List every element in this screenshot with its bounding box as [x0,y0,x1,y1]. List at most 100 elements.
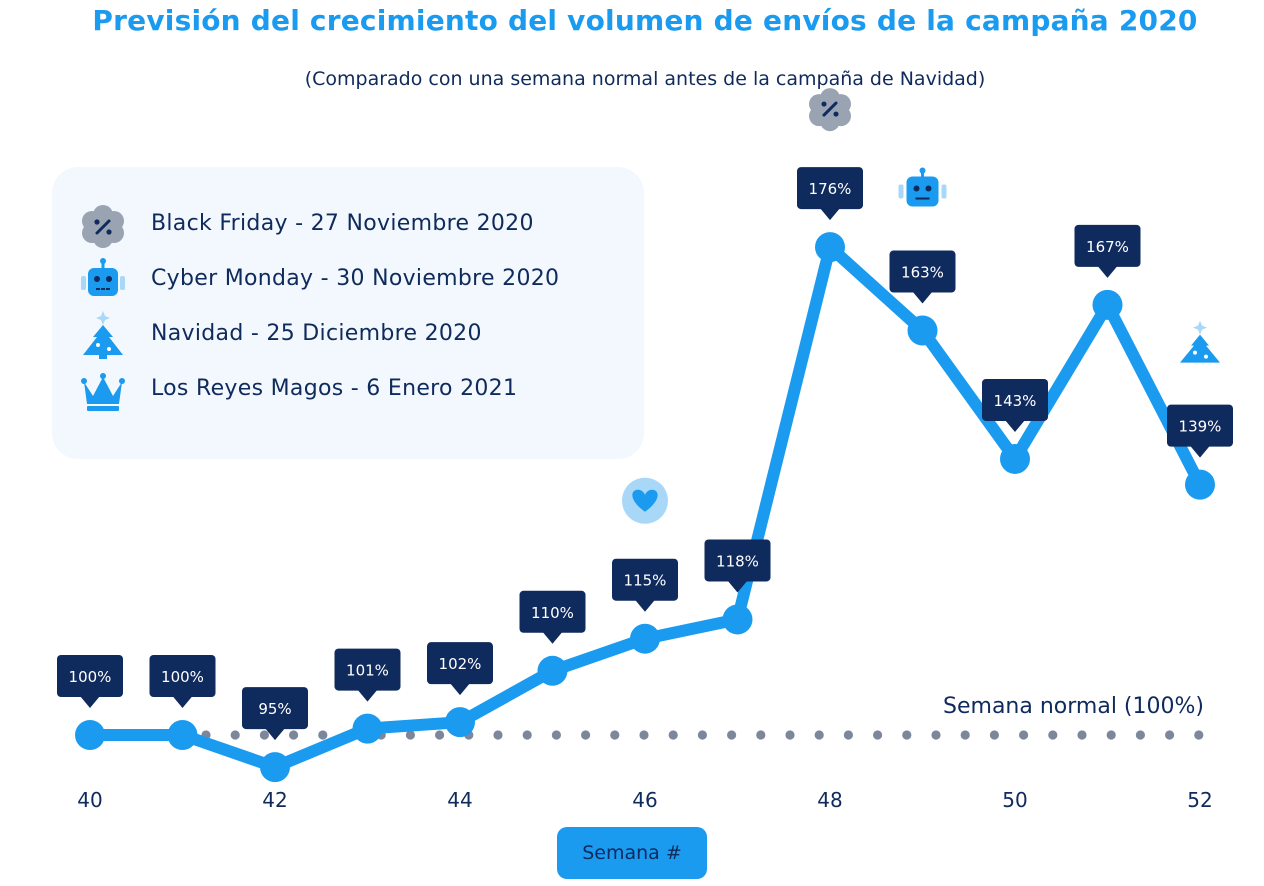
baseline-dot [873,730,883,740]
robot-icon [898,167,947,207]
data-label-pointer [542,631,563,644]
data-label: 101% [334,648,401,702]
data-point [1092,289,1123,320]
data-point [352,713,383,744]
baseline-dot [727,730,737,740]
baseline-dot [697,730,708,740]
data-label-pointer [820,208,840,221]
baseline-dot [814,730,824,740]
baseline-dot [960,730,970,740]
baseline-dot [902,730,912,740]
tree-ornament [1204,354,1208,359]
baseline-dot [522,730,532,740]
baseline-dot [1135,730,1145,740]
data-label-box [149,655,216,697]
data-point [445,707,475,738]
baseline-dot [1019,730,1029,740]
data-label-text: 139% [1179,418,1222,436]
x-tick-label: 44 [447,788,472,812]
data-point [75,720,105,750]
data-label: 102% [427,642,493,696]
data-label-box [889,250,956,293]
robot-eye [925,185,932,192]
data-label-text: 118% [716,552,759,570]
baseline-dot [989,730,1000,740]
baseline-dot [668,730,678,740]
baseline-dot [581,730,591,740]
data-label-box [797,167,863,210]
data-label-box [427,642,493,685]
data-point [907,315,938,346]
data-label: 143% [982,378,1048,432]
data-label: 118% [704,539,771,593]
data-label: 163% [889,250,956,304]
x-tick-label: 48 [817,788,842,812]
christmas-tree-icon [1180,320,1220,363]
data-label-text: 167% [1086,238,1129,256]
data-label-box [1167,404,1233,447]
data-label-text: 100% [161,668,204,686]
baseline-dot [405,730,415,740]
data-label-pointer [357,689,378,702]
robot-antenna-tip [919,167,926,174]
tree-body [1180,334,1220,363]
data-point [260,752,290,783]
robot-ear [941,184,947,199]
badge-slash [822,101,838,117]
data-label: 139% [1167,404,1233,458]
x-tick-label: 42 [262,788,287,812]
baseline-dot [756,730,766,740]
data-label-text: 102% [439,655,482,673]
data-label-box [1074,224,1141,267]
data-label-box [334,648,401,691]
chart-title: Previsión del crecimiento del volumen de… [92,4,1198,37]
crown-icon [81,373,125,411]
data-label-text: 100% [69,668,112,686]
x-tick-label: 52 [1187,788,1212,812]
data-label-box [704,539,771,582]
robot-head [906,176,939,207]
data-label-box [57,655,123,697]
data-label: 100% [57,655,123,708]
data-label-pointer [912,291,933,304]
baseline-label: Semana normal (100%) [943,694,1204,719]
baseline-dot [1165,730,1175,740]
data-point [722,604,753,635]
legend-item-cyber-monday: Cyber Monday - 30 Noviembre 2020 [52,256,644,306]
legend-item-reyes-magos: Los Reyes Magos - 6 Enero 2021 [52,366,644,416]
baseline-dot [259,730,269,740]
baseline-dot [610,730,620,740]
data-point [630,623,660,654]
baseline-dot [1106,730,1116,740]
data-label-text: 110% [531,604,574,622]
data-label-pointer [1190,445,1210,458]
data-label: 115% [612,558,678,612]
tree-ornament [1193,350,1197,355]
data-label-pointer [265,728,285,741]
baseline-dot [1077,730,1087,740]
chart-subtitle: (Comparado con una semana normal antes d… [304,68,986,90]
legend-label: Los Reyes Magos - 6 Enero 2021 [151,376,518,401]
christmas-tree-icon [83,311,123,359]
legend-label: Cyber Monday - 30 Noviembre 2020 [151,266,560,291]
data-label: 110% [519,590,586,644]
data-label-pointer [727,580,748,593]
data-label-box [982,378,1048,421]
x-tick-label: 46 [632,788,657,812]
badge-dot [833,111,839,117]
x-axis-title: Semana # [557,827,707,879]
badge-dot [821,101,827,107]
baseline-dot [639,730,649,740]
data-label-box [612,558,678,601]
robot-eye [913,185,920,192]
data-label-text: 101% [346,662,389,680]
heart-shape [632,489,658,512]
data-label-text: 115% [624,572,667,590]
data-label-box [242,687,308,730]
discount-badge-icon [82,205,124,248]
data-label-text: 95% [258,700,291,718]
baseline-dot [318,730,328,740]
data-label: 176% [797,167,863,221]
baseline-dot [551,730,562,740]
data-label-pointer [635,599,655,612]
